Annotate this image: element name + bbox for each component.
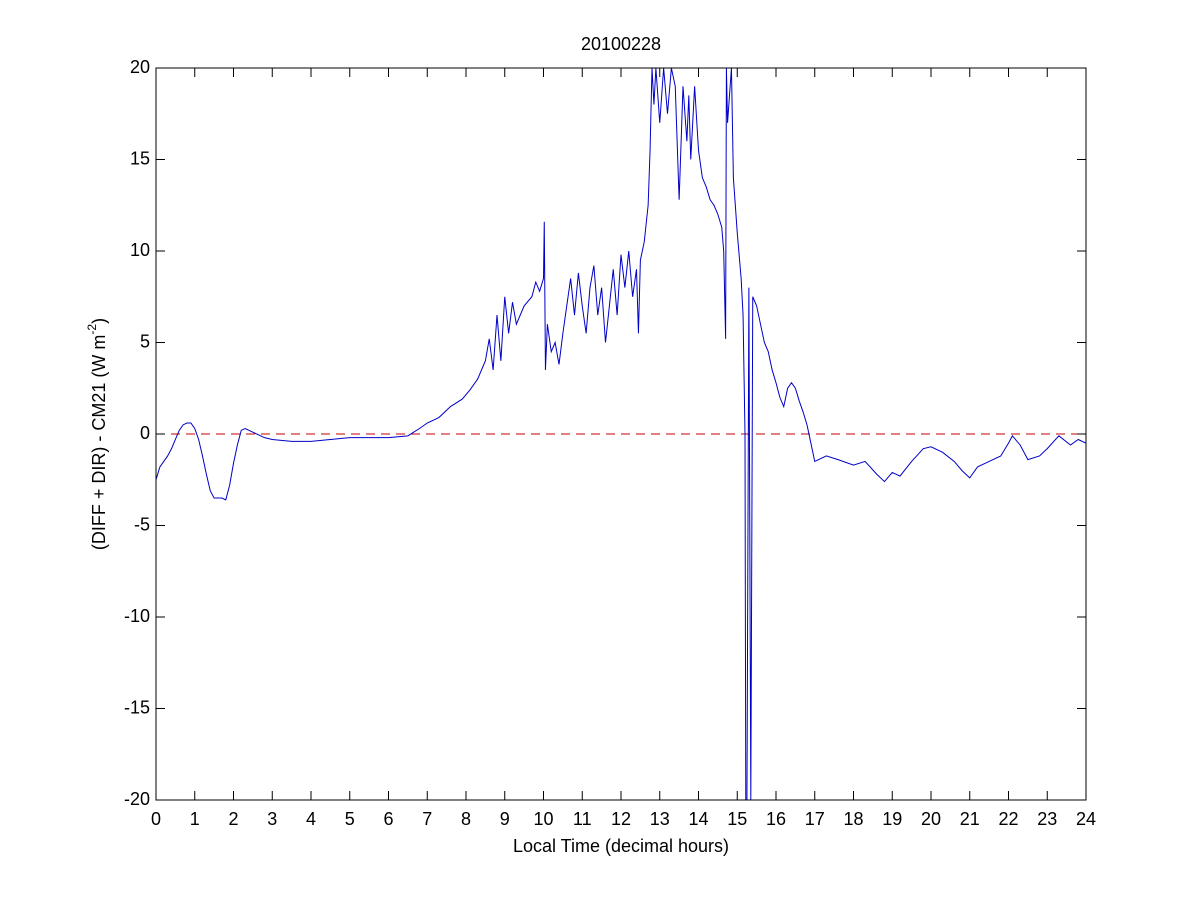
x-tick-label: 10 [533,809,553,829]
x-tick-label: 6 [383,809,393,829]
x-tick-label: 17 [805,809,825,829]
y-tick-label: -20 [124,789,150,809]
y-tick-label: 10 [130,240,150,260]
y-tick-label: -10 [124,606,150,626]
y-tick-label: 0 [140,423,150,443]
y-tick-label: 5 [140,331,150,351]
x-tick-label: 5 [345,809,355,829]
x-tick-label: 4 [306,809,316,829]
x-tick-label: 2 [228,809,238,829]
x-tick-label: 13 [650,809,670,829]
y-label-text: (DIFF + DIR) - CM21 (W m [89,335,109,550]
x-tick-label: 22 [998,809,1018,829]
x-tick-label: 9 [500,809,510,829]
x-tick-label: 11 [573,809,592,829]
y-tick-label: -15 [124,697,150,717]
x-tick-label: 0 [151,809,161,829]
y-tick-label: 20 [130,57,150,77]
x-tick-label: 21 [960,809,980,829]
y-tick-label: -5 [134,514,150,534]
x-axis-label: Local Time (decimal hours) [513,836,729,856]
x-tick-label: 16 [766,809,786,829]
x-tick-label: 19 [882,809,902,829]
x-tick-label: 20 [921,809,941,829]
x-tick-label: 8 [461,809,471,829]
x-tick-label: 23 [1037,809,1057,829]
y-label-suffix: ) [89,318,109,324]
y-axis-label: (DIFF + DIR) - CM21 (W m-2) [85,318,109,550]
plot-area [156,68,1086,800]
x-tick-label: 12 [611,809,631,829]
x-tick-label: 14 [688,809,708,829]
x-tick-label: 24 [1076,809,1096,829]
data-line [156,68,1086,800]
x-tick-label: 1 [190,809,200,829]
x-tick-label: 18 [843,809,863,829]
x-tick-label: 7 [422,809,432,829]
x-tick-label: 15 [727,809,747,829]
x-tick-label: 3 [267,809,277,829]
y-tick-label: 15 [130,148,150,168]
chart-title: 20100228 [581,34,661,54]
y-label-superscript: -2 [85,324,99,335]
